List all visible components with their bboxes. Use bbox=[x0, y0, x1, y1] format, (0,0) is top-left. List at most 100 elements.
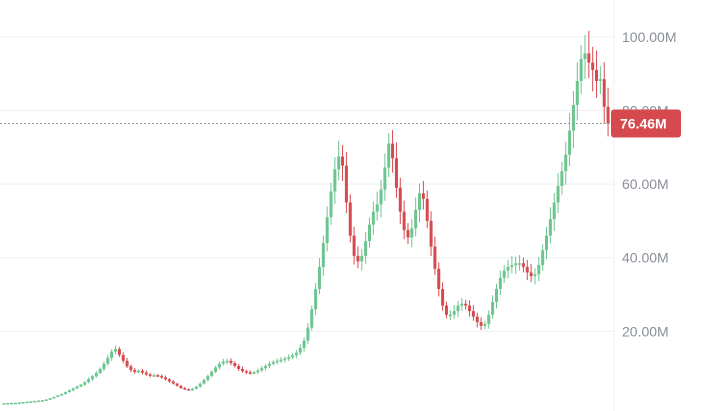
candle-body bbox=[106, 357, 110, 364]
candle-body bbox=[525, 266, 529, 273]
candle-body bbox=[579, 58, 583, 81]
candle-body bbox=[87, 379, 91, 383]
candle-body bbox=[433, 246, 437, 269]
candle-body bbox=[487, 314, 491, 324]
candle-body bbox=[364, 241, 368, 256]
candle-body bbox=[314, 289, 318, 310]
candle-body bbox=[67, 390, 71, 393]
candle-body bbox=[398, 187, 402, 212]
candle-body bbox=[267, 363, 271, 366]
candle-body bbox=[571, 104, 575, 131]
candle-body bbox=[464, 303, 468, 306]
candle-body bbox=[444, 305, 448, 315]
candle-body bbox=[521, 263, 525, 267]
candle-body bbox=[10, 402, 14, 405]
candle-body bbox=[602, 79, 606, 107]
candle-body bbox=[44, 399, 48, 401]
candle-body bbox=[418, 193, 422, 210]
candle-body bbox=[90, 376, 94, 380]
candle-body bbox=[117, 349, 121, 355]
candle-body bbox=[60, 393, 64, 396]
candle-body bbox=[391, 143, 395, 159]
candle-body bbox=[114, 349, 118, 352]
candle-body bbox=[452, 311, 456, 315]
candle-body bbox=[356, 255, 360, 262]
candle-body bbox=[333, 169, 337, 192]
candle-body bbox=[25, 401, 29, 404]
candle-body bbox=[110, 351, 114, 358]
candle-body bbox=[2, 403, 6, 405]
candle-body bbox=[410, 228, 414, 238]
candle-body bbox=[575, 81, 579, 105]
candle-body bbox=[568, 130, 572, 155]
current-price-tag: 76.46M bbox=[611, 109, 681, 138]
candle-body bbox=[421, 193, 425, 199]
candle-body bbox=[383, 167, 387, 190]
candle-body bbox=[244, 371, 248, 373]
candle-body bbox=[56, 395, 60, 397]
candle-body bbox=[179, 385, 183, 389]
candle-body bbox=[598, 79, 602, 81]
candle-body bbox=[13, 402, 17, 405]
candle-body bbox=[160, 375, 164, 378]
candle-body bbox=[137, 370, 141, 373]
candles bbox=[2, 30, 610, 405]
candle-body bbox=[183, 388, 187, 390]
candle-body bbox=[171, 381, 175, 384]
candle-body bbox=[310, 309, 314, 328]
candle-body bbox=[460, 303, 464, 306]
candle-body bbox=[375, 204, 379, 212]
candle-body bbox=[475, 316, 479, 323]
candle-body bbox=[352, 235, 356, 256]
candle-body bbox=[337, 156, 341, 170]
candle-body bbox=[217, 363, 221, 368]
gridlines bbox=[0, 36, 614, 332]
candle-body bbox=[302, 340, 306, 348]
candle-body bbox=[194, 386, 198, 389]
candle-body bbox=[29, 401, 33, 403]
candle-body bbox=[556, 185, 560, 203]
y-tick-label: 100.00M bbox=[622, 29, 676, 45]
candle-body bbox=[360, 255, 364, 262]
candle-body bbox=[552, 202, 556, 220]
candle-body bbox=[545, 235, 549, 251]
candle-body bbox=[591, 62, 595, 70]
candle-body bbox=[537, 265, 541, 275]
candle-body bbox=[202, 379, 206, 384]
candle-body bbox=[156, 375, 160, 377]
candle-body bbox=[21, 402, 25, 404]
candle-body bbox=[198, 383, 202, 387]
candle-body bbox=[129, 366, 133, 371]
y-tick-label: 60.00M bbox=[622, 176, 669, 192]
current-price-label: 76.46M bbox=[620, 115, 667, 131]
candle-body bbox=[437, 268, 441, 290]
candle-body bbox=[414, 209, 418, 229]
candle-body bbox=[468, 305, 472, 312]
candle-body bbox=[221, 361, 225, 364]
candle-body bbox=[206, 375, 210, 380]
candle-body bbox=[371, 211, 375, 225]
candle-body bbox=[606, 106, 610, 124]
candle-body bbox=[167, 379, 171, 382]
candle-body bbox=[83, 382, 87, 385]
y-tick-label: 40.00M bbox=[622, 250, 669, 266]
candle-body bbox=[329, 191, 333, 218]
candle-body bbox=[491, 301, 495, 315]
candle-body bbox=[144, 372, 148, 375]
candle-body bbox=[294, 352, 298, 356]
candle-body bbox=[406, 230, 410, 238]
candle-body bbox=[348, 202, 352, 236]
candle-body bbox=[102, 363, 106, 369]
candle-body bbox=[306, 327, 310, 341]
candle-body bbox=[71, 388, 75, 391]
candle-body bbox=[564, 154, 568, 172]
candle-body bbox=[583, 53, 587, 59]
candle-body bbox=[140, 370, 144, 373]
candle-body bbox=[229, 360, 233, 364]
candle-body bbox=[283, 358, 287, 361]
candle-body bbox=[344, 165, 348, 203]
candle-body bbox=[425, 198, 429, 221]
candle-body bbox=[341, 156, 345, 166]
